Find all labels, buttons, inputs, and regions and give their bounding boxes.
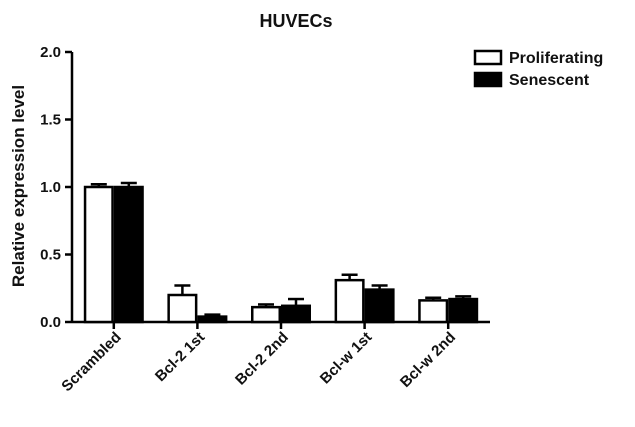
bar-senescent — [197, 315, 228, 324]
y-tick-label: 1.0 — [40, 179, 61, 196]
legend-item-proliferating: Proliferating — [473, 49, 603, 67]
legend-swatch-proliferating — [473, 49, 503, 66]
x-tick-label: Bcl-w 1st — [317, 329, 376, 388]
y-axis-label: Relative expression level — [9, 85, 28, 287]
bar-proliferating — [418, 299, 449, 324]
bar-proliferating — [167, 293, 198, 324]
legend-swatch-senescent — [473, 71, 503, 88]
y-tick-label: 2.0 — [40, 44, 61, 61]
legend: Proliferating Senescent — [473, 49, 603, 89]
bar-proliferating — [251, 305, 281, 324]
x-tick-label: Bcl-2 1st — [152, 329, 208, 385]
y-tick-label: 0.5 — [40, 247, 61, 264]
x-tick-label: Scrambled — [58, 329, 124, 395]
legend-label-proliferating: Proliferating — [509, 50, 603, 67]
chart-title: HUVECs — [259, 11, 332, 31]
bar-senescent — [364, 288, 395, 324]
y-tick-label: 0.0 — [40, 314, 61, 331]
plot-area: 0.0 0.5 1.0 1.5 2.0 Scrambled Bcl-2 1st Bcl-2 2… — [40, 44, 490, 395]
x-tick-label: Bcl-w 2nd — [397, 329, 459, 391]
bar-proliferating — [334, 278, 365, 324]
x-tick-label: Bcl-2 2nd — [232, 329, 292, 389]
legend-item-senescent: Senescent — [473, 71, 590, 89]
bar-senescent — [113, 185, 144, 324]
y-tick-label: 1.5 — [40, 112, 61, 129]
bar-senescent — [448, 297, 479, 324]
bar-proliferating — [83, 185, 114, 324]
bar-senescent — [281, 304, 311, 324]
legend-label-senescent: Senescent — [509, 72, 590, 89]
